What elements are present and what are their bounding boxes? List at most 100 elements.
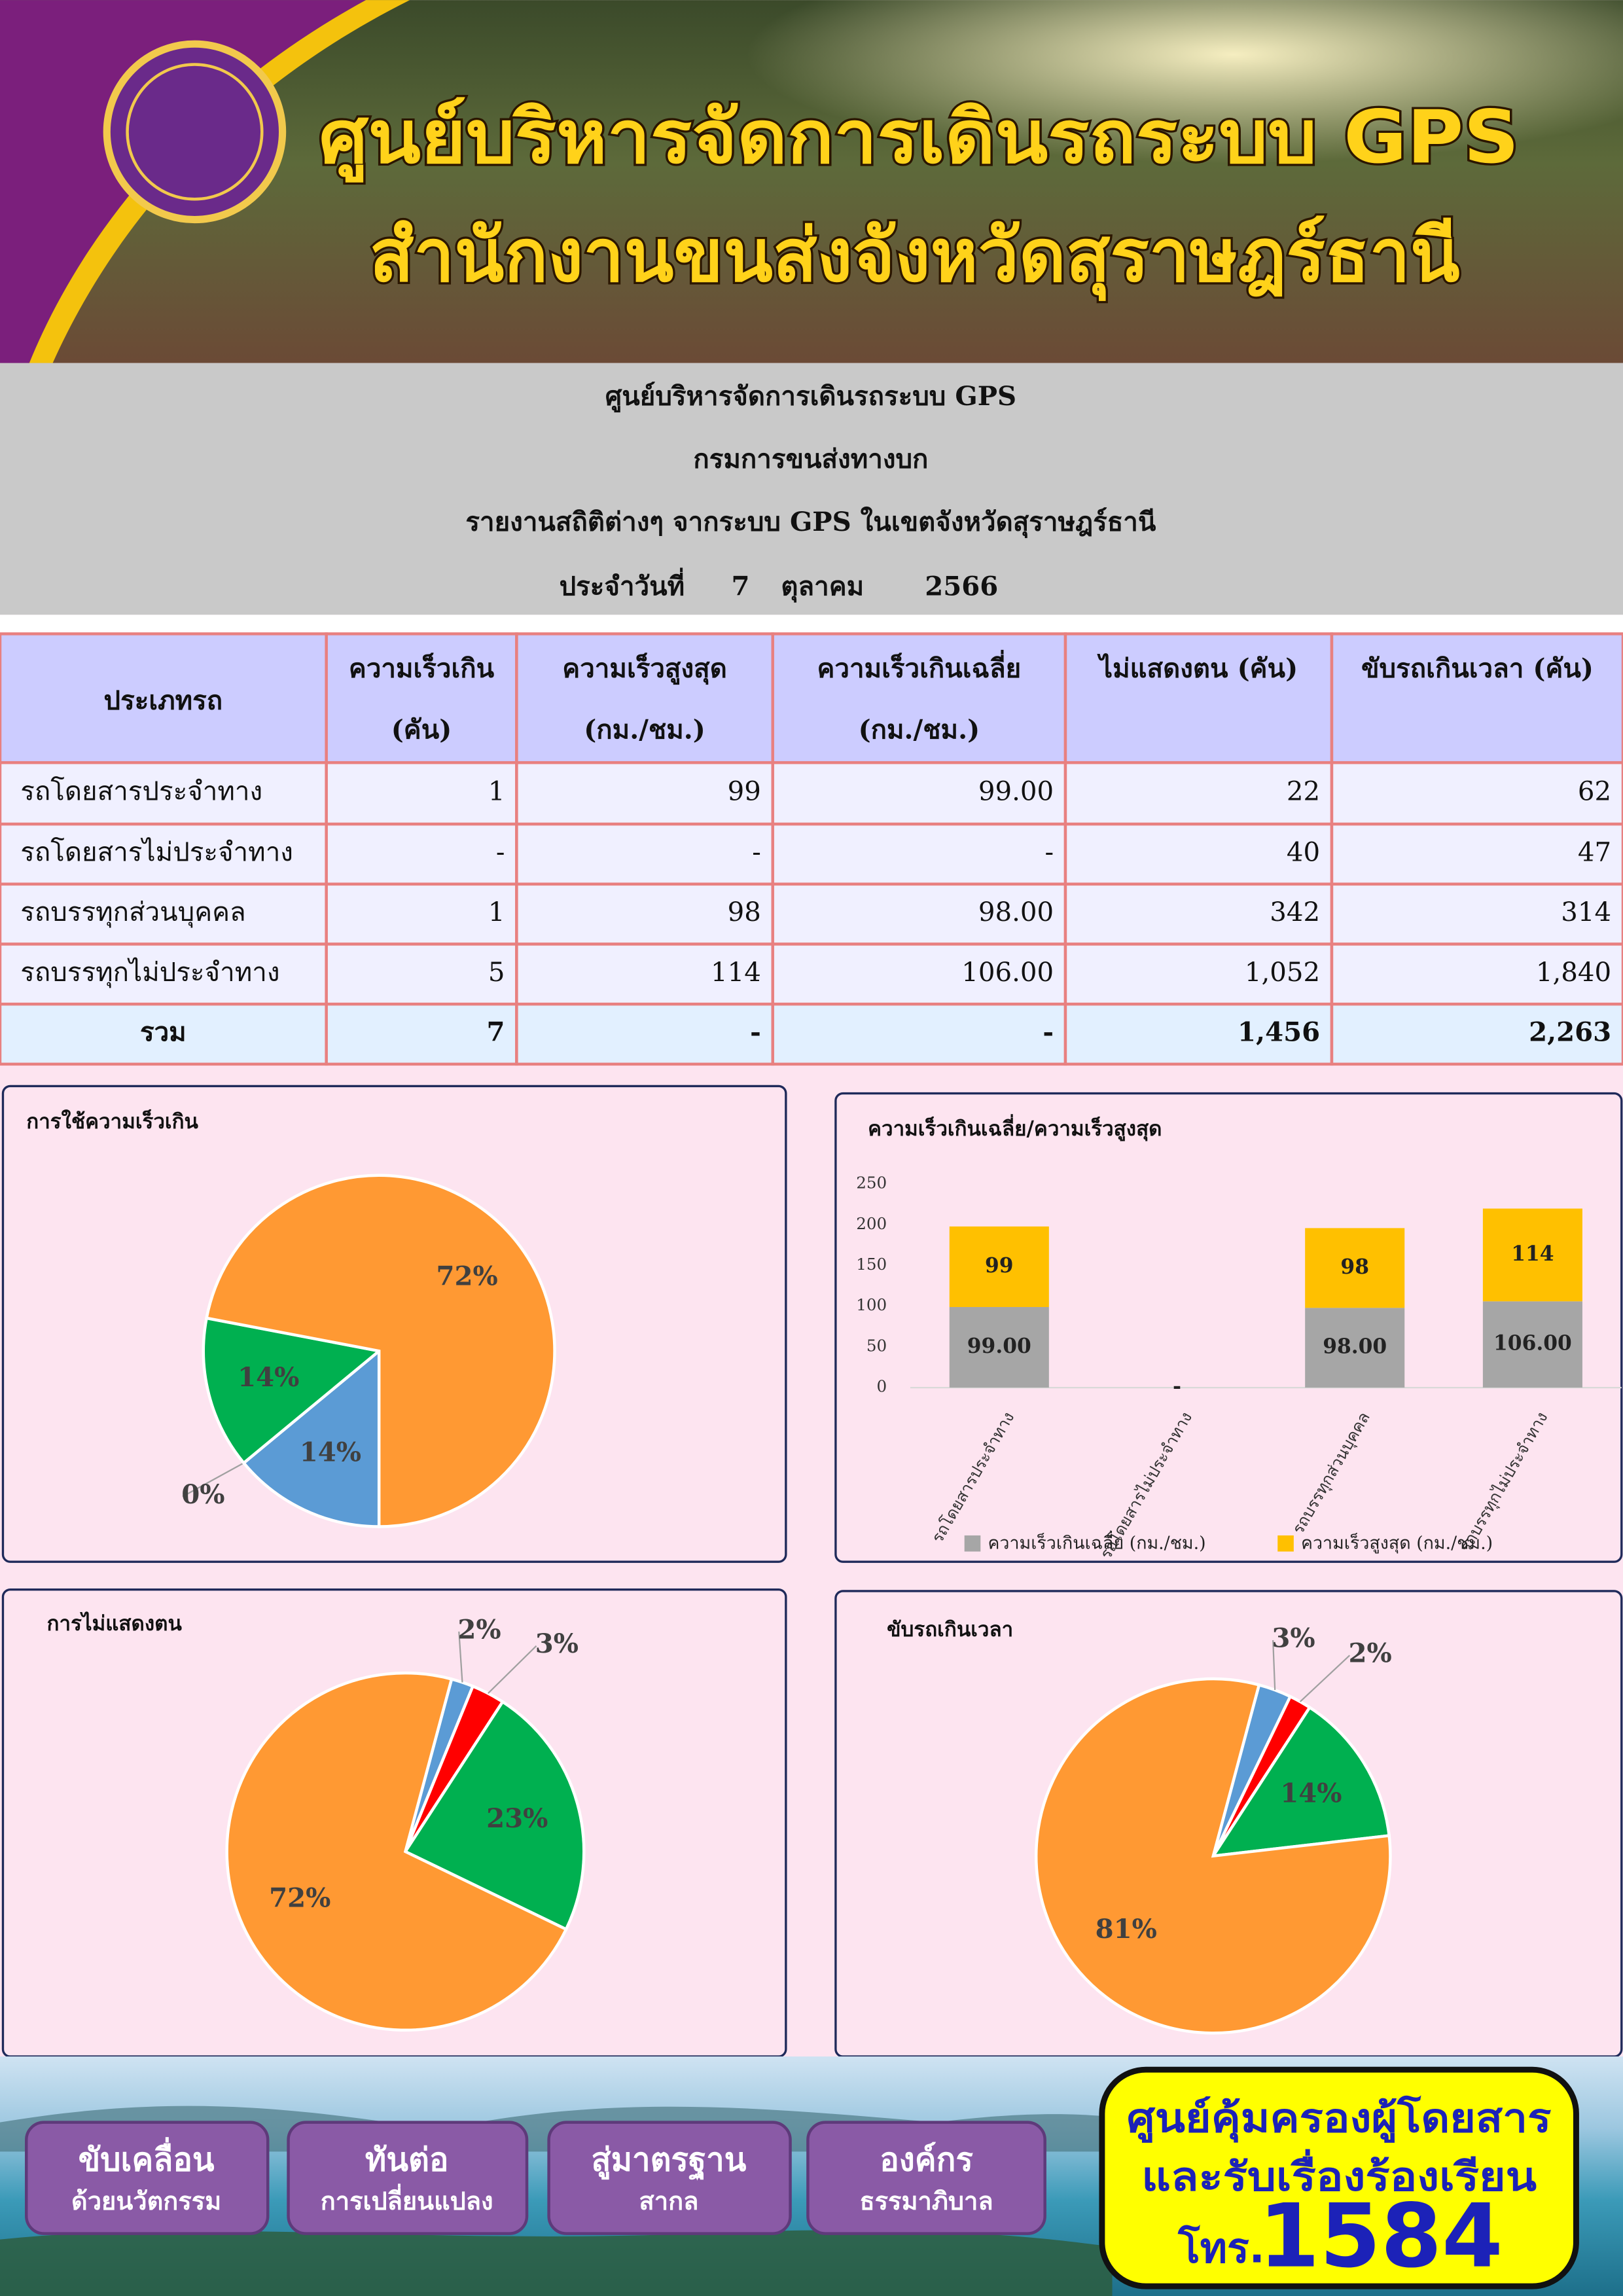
footer-shore: [0, 2230, 1113, 2296]
motto-title: ขับเคลื่อน: [79, 2137, 215, 2179]
pie-label: 14%: [1280, 1778, 1342, 1808]
motto-title: องค์กร: [880, 2141, 973, 2179]
motto-subtitle: การเปลี่ยนแปลง: [321, 2183, 493, 2215]
pie-label: 3%: [535, 1628, 579, 1659]
report-line: รายงานสถิติต่างๆ จากระบบ GPS ในเขตจังหวั…: [465, 507, 1156, 539]
table-text: 47: [1578, 837, 1611, 867]
pie-label: 14%: [238, 1362, 299, 1393]
bar-segment: [1482, 1301, 1582, 1388]
table-text: 1: [488, 897, 505, 927]
value-label: -: [1173, 1375, 1181, 1399]
pie-slice: [241, 1348, 381, 1528]
hotline-line: ศูนย์คุ้มครองผู้โดยสาร: [1127, 2094, 1552, 2143]
chart-title: ความเร็วเกินเฉลี่ย/ความเร็วสูงสุด: [868, 1114, 1162, 1141]
legend-swatch: [1277, 1535, 1294, 1552]
header-cell: [771, 632, 1067, 764]
table-cell: [515, 822, 774, 886]
header-text: ความเร็วเกิน: [349, 652, 495, 684]
header-cell: [1063, 632, 1334, 764]
table-cell: [515, 761, 774, 826]
logo: [103, 40, 287, 224]
hotline-line: และรับเรื่องร้องเรียน: [1141, 2149, 1537, 2200]
header-text: ความเร็วเกินเฉลี่ย: [817, 649, 1022, 684]
table-text: รวม: [140, 1017, 187, 1048]
table-text: 2,263: [1529, 1017, 1611, 1048]
chart-panel: [834, 1092, 1623, 1563]
hotline-label: โทร.: [1177, 2225, 1264, 2272]
table-text: 40: [1287, 837, 1320, 867]
report-line: กรมการขนส่งทางบก: [693, 444, 928, 475]
motto-title: สู่มาตรฐาน: [592, 2141, 747, 2181]
table-text: 62: [1578, 777, 1611, 807]
table-text: 5: [488, 958, 505, 988]
y-tick-label: 150: [856, 1255, 887, 1274]
table-text: 1: [488, 777, 505, 807]
header-text: (คัน): [391, 715, 452, 745]
value-label: 98.00: [1323, 1335, 1387, 1359]
table-cell: [1063, 1002, 1334, 1066]
table-cell: [771, 761, 1067, 826]
table-cell: [771, 882, 1067, 946]
motto-subtitle: ด้วยนวัตกรรม: [71, 2187, 221, 2215]
pie-slice: [225, 1671, 569, 2032]
table-text: -: [752, 837, 761, 867]
table-text: 1,840: [1536, 958, 1611, 988]
chart-title: การใช้ความเร็วเกิน: [26, 1108, 198, 1134]
spacer: [0, 615, 1623, 634]
report-date-label: ประจำวันที่: [560, 567, 685, 602]
table-text: 7: [486, 1017, 505, 1048]
table-cell: [0, 761, 328, 826]
y-tick-label: 250: [856, 1174, 887, 1193]
table-cell: [1330, 822, 1623, 886]
table-text: 314: [1561, 897, 1611, 927]
header-text: (กม./ชม.): [584, 715, 705, 745]
table-text: -: [750, 1017, 761, 1048]
legend-label: ความเร็วสูงสุด (กม./ชม.): [1301, 1532, 1493, 1553]
value-label: 106.00: [1493, 1332, 1572, 1355]
legend-label: ความเร็วเกินเฉลี่ย (กม./ชม.): [988, 1530, 1205, 1553]
pie-label: 23%: [486, 1803, 548, 1834]
table-text: 342: [1270, 897, 1320, 927]
pie-slice: [202, 1316, 383, 1465]
pie-slice: [204, 1174, 556, 1528]
header-text: ประเภทรถ: [104, 685, 223, 716]
pie-label: 2%: [1348, 1638, 1391, 1669]
pie-label: 3%: [1272, 1623, 1315, 1653]
y-tick-label: 50: [866, 1336, 887, 1355]
table-cell: [515, 1002, 774, 1066]
table-text: รถโดยสารประจำทาง: [20, 776, 262, 807]
table-cell: [1330, 1002, 1623, 1066]
table-text: 22: [1287, 777, 1320, 807]
table-cell: [771, 942, 1067, 1006]
table-text: 99: [728, 777, 761, 807]
table-cell: [1330, 761, 1623, 826]
value-label: 114: [1511, 1242, 1554, 1266]
table-cell: [325, 882, 518, 946]
table-text: รถบรรทุกส่วนบุคคล: [20, 897, 245, 928]
table-text: 106.00: [961, 958, 1054, 988]
motto-subtitle: สากล: [639, 2187, 699, 2215]
y-tick-label: 0: [877, 1377, 887, 1396]
value-label: 99.00: [967, 1335, 1031, 1358]
table-cell: [1063, 942, 1334, 1006]
pie-slice: [1035, 1677, 1392, 2035]
header-cell: [325, 632, 518, 764]
table-cell: [1063, 882, 1334, 946]
pie-label: 2%: [457, 1614, 501, 1645]
header-cell: [0, 632, 328, 764]
logo-ring: [126, 63, 264, 201]
header-cell: [1330, 632, 1623, 764]
table-text: รถโดยสารไม่ประจำทาง: [20, 836, 293, 867]
table-cell: [325, 822, 518, 886]
table-text: 99.00: [978, 777, 1054, 807]
bar-segment: [949, 1226, 1049, 1307]
bar-segment: [1305, 1308, 1405, 1388]
table-cell: [0, 1002, 328, 1066]
motto-title: ทันต่อ: [365, 2141, 449, 2179]
report-day: 7: [732, 571, 750, 602]
chart-title: การไม่แสดงตน: [47, 1611, 183, 1636]
table-text: 1,456: [1238, 1017, 1320, 1048]
table-cell: [1063, 822, 1334, 886]
motto-subtitle: ธรรมาภิบาล: [859, 2187, 993, 2215]
